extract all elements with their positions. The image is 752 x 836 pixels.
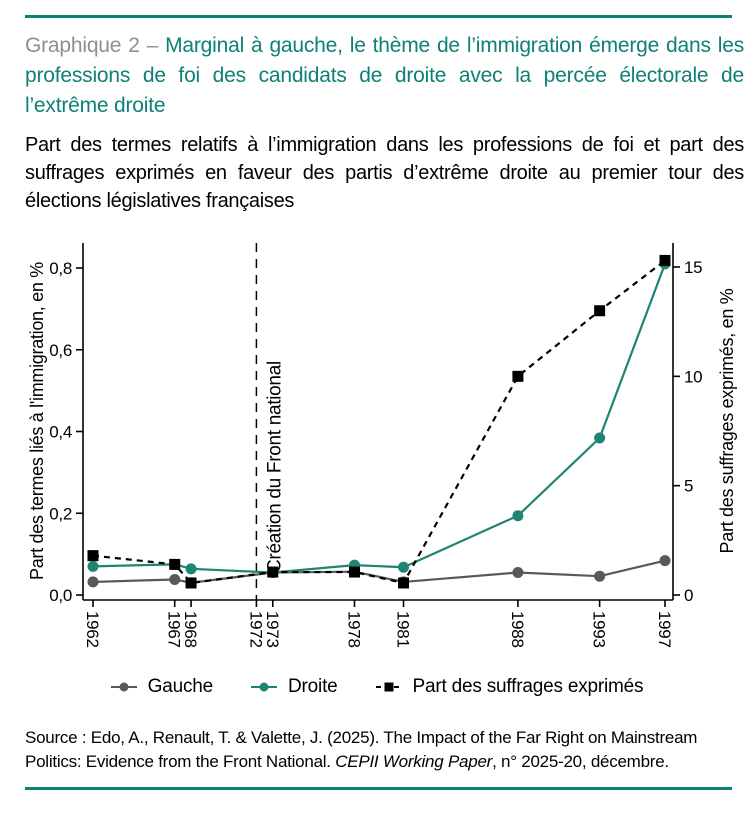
left-tick-label: 0,6 [49, 341, 72, 360]
data-point [348, 566, 360, 578]
x-tick-label: 1988 [508, 611, 527, 648]
line-chart: 0,0 0,2 0,4 0,6 0,8 Part des termes liés à l'… [0, 235, 752, 670]
x-tick-label: 1962 [83, 611, 102, 648]
data-point [398, 561, 410, 573]
plot-frame [82, 243, 674, 602]
x-tick-label: 1978 [344, 611, 363, 648]
data-point [169, 574, 181, 586]
bottom-rule [25, 787, 732, 791]
figure-number: Graphique 2 – [25, 34, 166, 57]
data-point [594, 570, 606, 582]
x-tick-label: 1968 [181, 611, 200, 648]
legend-label-droite: Droite [288, 676, 338, 698]
x-tick-label: 1997 [655, 611, 674, 648]
series-droite [87, 258, 671, 579]
data-point [169, 559, 181, 571]
left-tick-label: 0,0 [49, 586, 72, 605]
left-axis-title: Part des termes liés à l'immigration, en… [27, 262, 47, 580]
figure-subtitle: Part des termes relatifs à l’immigration… [25, 134, 744, 212]
source-suffix: , n° 2025-20, décembre. [492, 751, 669, 771]
left-tick-label: 0,4 [49, 423, 72, 442]
data-point [87, 576, 99, 588]
data-point [267, 566, 279, 578]
legend-marker-suffrages [375, 682, 402, 692]
fn-creation-label: Création du Front national [264, 361, 285, 573]
data-point [87, 550, 99, 562]
source-note: Source : Edo, A., Renault, T. & Valette,… [25, 726, 742, 773]
data-point [185, 577, 197, 589]
legend-marker-gauche [110, 682, 137, 692]
x-tick-label: 1981 [394, 611, 413, 648]
series-part-des-suffrages-exprim-s [87, 255, 671, 589]
chart-legend: Gauche Droite Part des suffrages exprimé… [0, 676, 752, 698]
right-tick-label: 0 [684, 586, 693, 605]
source-journal: CEPII Working Paper [335, 751, 493, 771]
right-tick-label: 15 [684, 258, 702, 277]
figure-title: Graphique 2 – Marginal à gauche, le thèm… [25, 31, 744, 120]
data-point [512, 371, 524, 383]
data-point [512, 567, 524, 579]
x-tick-label: 1993 [590, 611, 609, 648]
legend-label-gauche: Gauche [147, 676, 214, 698]
data-point [512, 510, 524, 522]
source-text: Source : Edo, A., Renault, T. & Valette,… [25, 728, 698, 771]
legend-item-droite: Droite [249, 676, 338, 698]
fn-creation-marker: Création du Front national [255, 243, 285, 601]
legend-item-suffrages: Part des suffrages exprimés [374, 676, 644, 698]
left-tick-label: 0,8 [49, 259, 72, 278]
data-point [87, 561, 99, 573]
legend-marker-droite [251, 682, 278, 692]
right-axis: 0 5 10 15 Part des suffrages exprimés, en % [673, 258, 737, 605]
top-rule [25, 15, 732, 18]
right-tick-label: 5 [684, 477, 693, 496]
legend-item-gauche: Gauche [109, 676, 213, 698]
x-tick-label: 1972 [246, 611, 265, 648]
data-point [594, 305, 606, 317]
left-tick-label: 0,2 [49, 504, 72, 523]
data-point [659, 555, 671, 567]
figure-title-text: Marginal à gauche, le thème de l’immigra… [25, 34, 744, 117]
x-tick-label: 1973 [263, 611, 282, 648]
right-axis-title: Part des suffrages exprimés, en % [717, 288, 737, 553]
data-point [398, 577, 410, 589]
data-point [594, 432, 606, 444]
legend-label-suffrages: Part des suffrages exprimés [412, 676, 644, 698]
right-tick-label: 10 [684, 368, 702, 387]
x-tick-label: 1967 [165, 611, 184, 648]
data-point [185, 563, 197, 575]
data-point [659, 255, 671, 267]
